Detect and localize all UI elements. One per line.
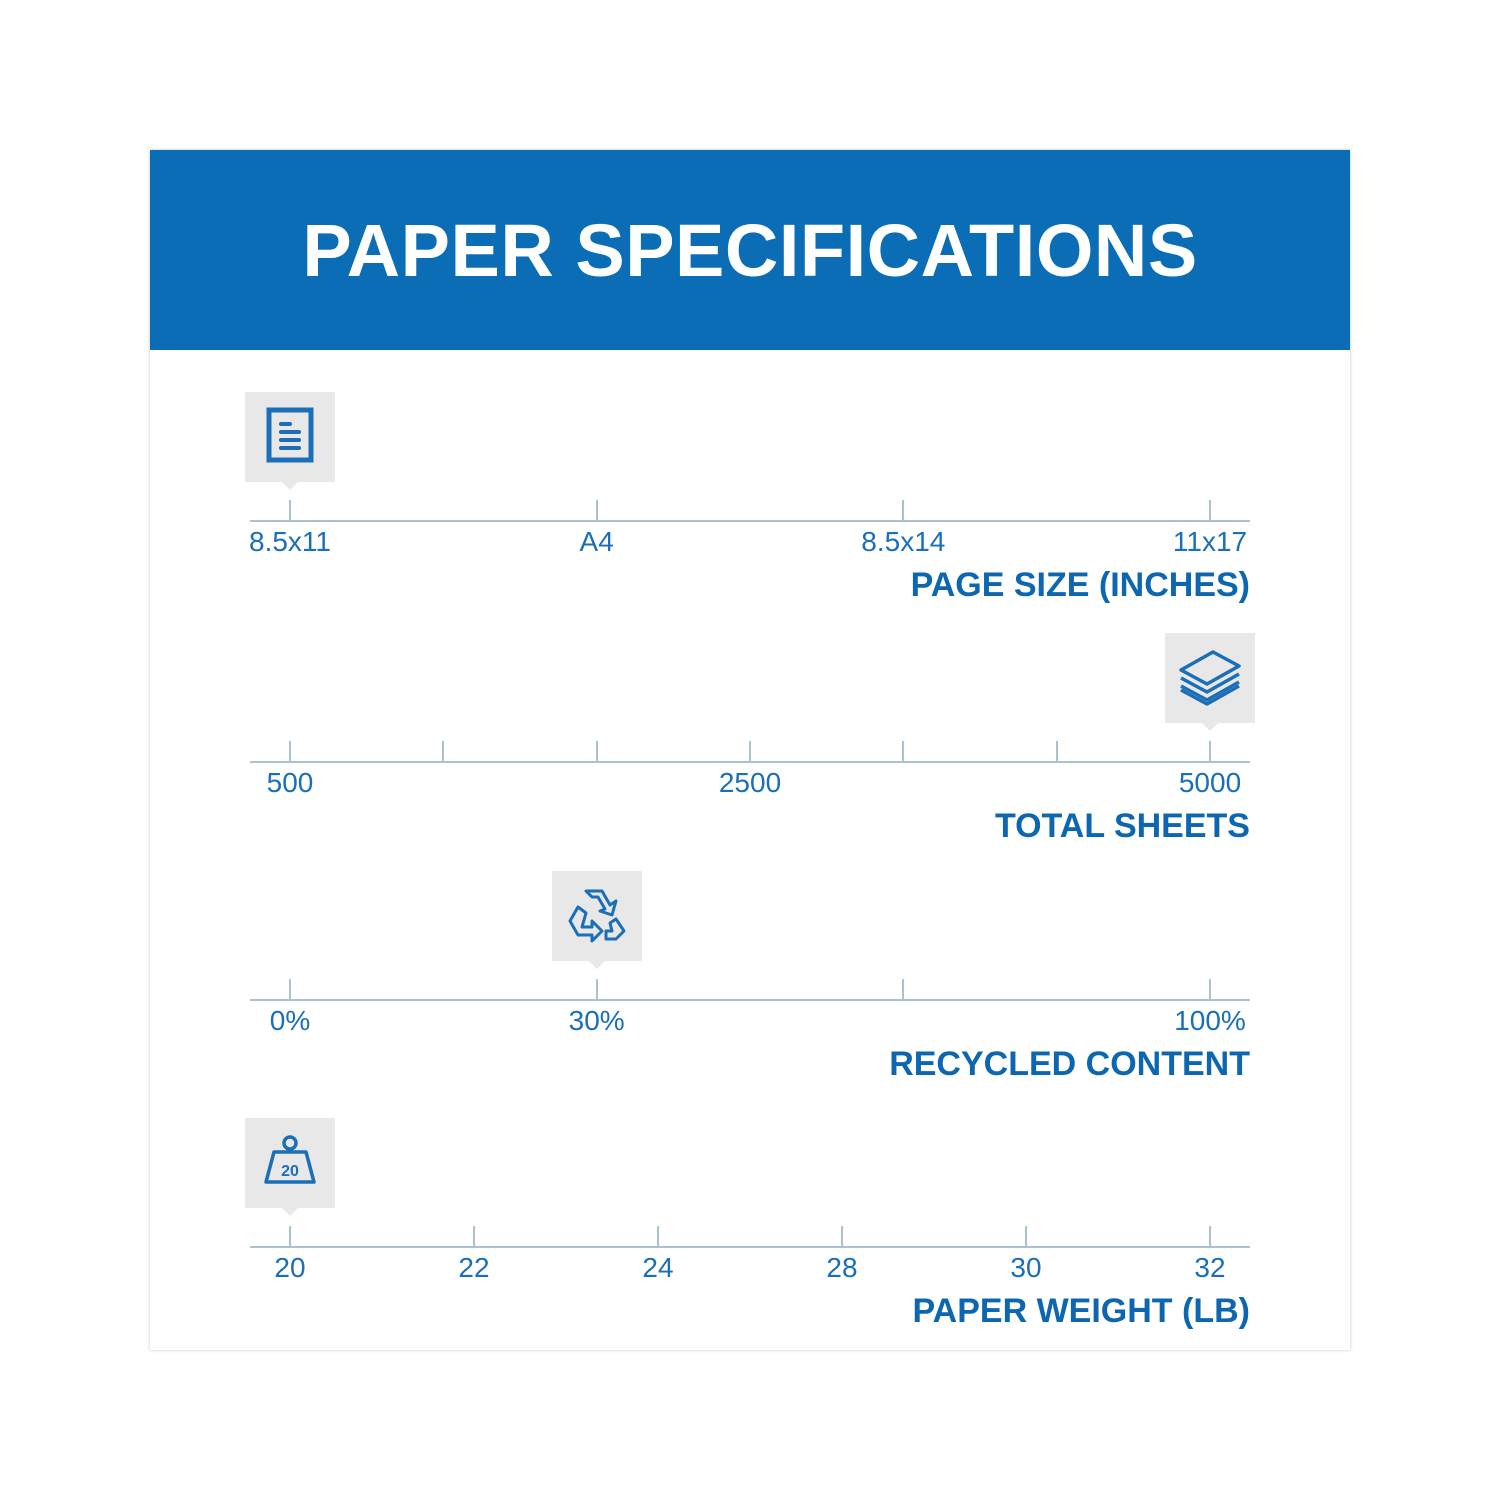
tick-label: 28 — [826, 1252, 858, 1283]
document-icon — [266, 407, 314, 468]
scale-tick — [902, 500, 905, 520]
scale-tick — [289, 500, 291, 520]
tick-label: 22 — [458, 1252, 490, 1283]
scale-tick — [595, 741, 598, 761]
scale-axis — [250, 520, 1250, 522]
scale-title: PAGE SIZE (INCHES) — [910, 566, 1250, 604]
tick-label: 11x17 — [1172, 526, 1248, 557]
scale-tick — [595, 500, 598, 520]
page-title: PAPER SPECIFICATIONS — [302, 208, 1198, 292]
tick-label: 2500 — [718, 767, 782, 798]
header-banner: PAPER SPECIFICATIONS — [150, 150, 1350, 350]
scale-tick — [841, 1226, 843, 1246]
tick-label: 0% — [269, 1005, 311, 1036]
tick-label: 30 — [1010, 1252, 1042, 1283]
svg-text:20: 20 — [281, 1163, 299, 1180]
tick-label: 8.5x14 — [861, 526, 946, 557]
tick-label: 24 — [642, 1252, 674, 1283]
weight-icon: 20 — [262, 1134, 318, 1193]
selected-marker — [551, 871, 642, 969]
scale-tick — [1209, 741, 1211, 761]
scale-tick — [289, 979, 291, 999]
scale-tick — [473, 1226, 475, 1246]
scale-tick — [657, 1226, 659, 1246]
scale-title: RECYCLED CONTENT — [889, 1045, 1250, 1083]
scale-tick — [1055, 741, 1058, 761]
tick-label: 8.5x11 — [249, 526, 331, 557]
selected-marker: 20 — [245, 1118, 335, 1216]
scale-tick — [1209, 1226, 1211, 1246]
selected-marker — [1165, 633, 1255, 731]
spec-card: PAPER SPECIFICATIONS — [150, 150, 1350, 1350]
scale-tick — [595, 979, 598, 999]
scale-tick — [442, 741, 445, 761]
paper-stack-icon — [1177, 646, 1243, 711]
selected-marker — [245, 392, 335, 490]
tick-label: 20 — [274, 1252, 306, 1283]
scale-tick — [1025, 1226, 1027, 1246]
scale-tick — [289, 1226, 291, 1246]
tick-label: 32 — [1194, 1252, 1226, 1283]
scale-axis — [250, 1246, 1250, 1248]
scale-tick — [749, 741, 751, 761]
scale-axis — [250, 999, 1250, 1001]
tick-label: 500 — [266, 767, 314, 798]
scale-tick — [289, 741, 291, 761]
scale-title: TOTAL SHEETS — [994, 807, 1250, 845]
recycle-icon — [564, 883, 630, 950]
scale-tick — [902, 979, 905, 999]
scale-title: PAPER WEIGHT (LB) — [912, 1292, 1250, 1330]
scale-tick — [1209, 979, 1211, 999]
scale-tick — [902, 741, 905, 761]
scale-axis — [250, 761, 1250, 763]
tick-label: 100% — [1174, 1005, 1246, 1036]
tick-label: 30% — [568, 1005, 625, 1036]
tick-label: 5000 — [1178, 767, 1242, 798]
tick-label: A4 — [579, 526, 614, 557]
scale-tick — [1209, 500, 1211, 520]
